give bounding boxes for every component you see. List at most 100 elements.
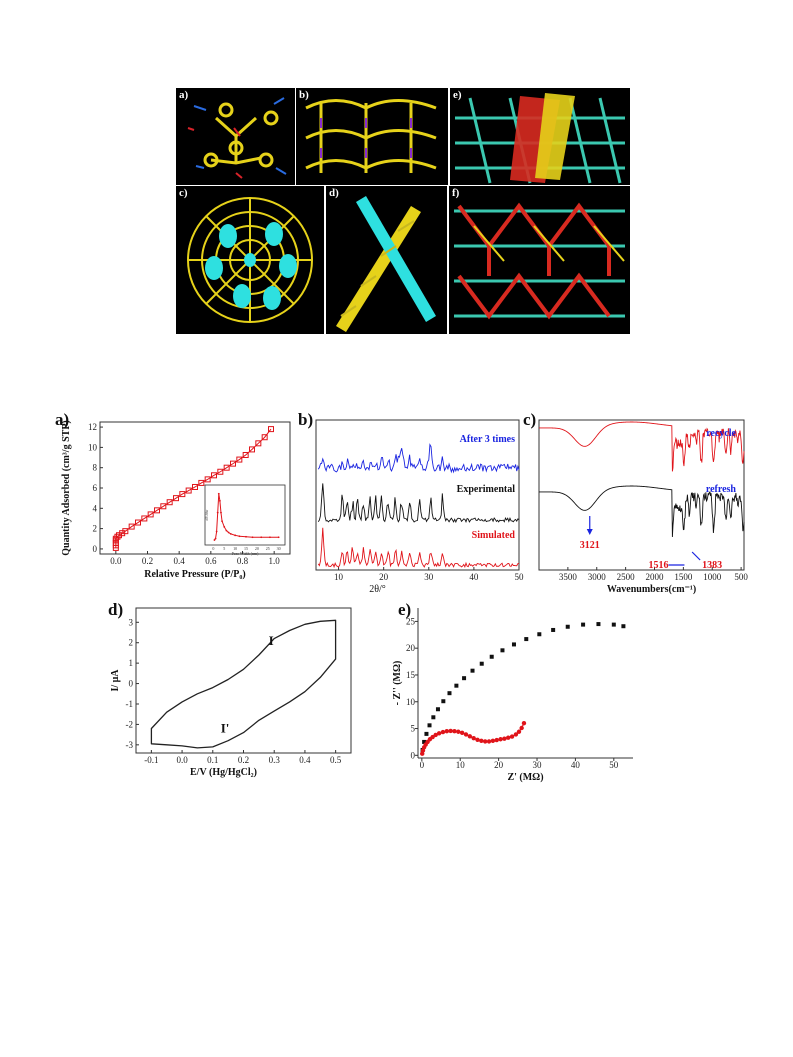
impedance-point [479, 661, 484, 666]
panel-label: c) [179, 187, 188, 199]
inset-tick-label: 5 [223, 546, 225, 551]
inset-point [225, 529, 228, 532]
impedance-point [471, 735, 476, 741]
panel-label: b) [299, 89, 309, 101]
inset-point [223, 525, 226, 528]
impedance-point [521, 720, 527, 726]
x-axis-title: Z' (MΩ) [507, 772, 543, 783]
data-point [179, 491, 186, 498]
impedance-point [436, 731, 442, 736]
impedance-point [422, 739, 427, 744]
x-tick-label: 0.5 [330, 755, 342, 765]
x-tick-label: 2000 [645, 572, 664, 582]
inset-point [260, 536, 263, 539]
panel-label: d) [108, 600, 124, 619]
x-tick-label: 10 [334, 572, 344, 582]
impedance-point [448, 728, 453, 734]
x-tick-label: 0 [420, 760, 425, 770]
impedance-point [424, 731, 429, 736]
y-tick-label: 12 [88, 422, 97, 432]
data-point [166, 499, 173, 506]
inset-frame [204, 484, 286, 546]
data-point [242, 452, 249, 458]
y-tick-label: 0 [129, 679, 134, 689]
impedance-point [486, 739, 492, 744]
y-tick-label: -1 [126, 699, 134, 709]
structure-panel-c: c) [176, 186, 324, 334]
x-tick-label: 40 [469, 572, 479, 582]
data-point [268, 426, 274, 433]
y-tick-label: 4 [93, 503, 98, 513]
panel-label: b) [298, 410, 314, 429]
inset-tick-label: 10 [233, 546, 237, 551]
x-tick-label: 20 [379, 572, 389, 582]
inset-point [216, 511, 219, 514]
impedance-point [479, 738, 484, 744]
x-tick-label: 0.4 [174, 556, 186, 566]
nyquist-plot: 0 10 20 30 40 50 0 5 10 15 20 25 Z' (MΩ) - Z'' (MΩ) [392, 608, 633, 783]
inset-point [214, 537, 217, 540]
data-point [261, 434, 268, 441]
plot-frame [538, 419, 745, 571]
impedance-point [511, 642, 516, 647]
inset-point [277, 536, 280, 539]
impedance-point [490, 738, 496, 744]
x-tick-label: 0.3 [269, 755, 281, 765]
chart-panel-b: b) 10 20 30 40 50 2θ/° After 3 times Experiment… [298, 410, 524, 595]
data-point [204, 476, 211, 483]
y-tick-label: 20 [406, 643, 416, 653]
impedance-point [513, 732, 519, 737]
x-tick-label: 20 [494, 760, 504, 770]
y-axis-title: Quantity Adsorbed (cm³/g STP) [61, 420, 72, 556]
impedance-point [489, 654, 494, 659]
impedance-point [502, 736, 507, 741]
spectrum-line-recycle [538, 421, 745, 472]
series-label: Simulated [472, 530, 516, 541]
series-label: refresh [706, 484, 737, 495]
series-label: After 3 times [460, 434, 515, 445]
impedance-point [565, 624, 570, 629]
data-point [192, 483, 198, 490]
x-axis-title: Wavenumbers(cm⁻¹) [607, 584, 696, 595]
impedance-point [516, 729, 522, 734]
inset-point [229, 533, 232, 535]
y-tick-label: -3 [126, 740, 134, 750]
cv-plot: -0.1 0.0 0.1 0.2 0.3 0.4 0.5 -3 -2 -1 0 1 2 3 E/V (Hg/… [110, 607, 352, 778]
inset-point [213, 539, 216, 541]
x-tick-label: -0.1 [144, 755, 158, 765]
data-point [230, 460, 236, 467]
inset-point [220, 511, 222, 514]
panel-label: f) [452, 187, 460, 199]
framework-structure-image [454, 202, 625, 320]
data-point [173, 495, 179, 502]
x-tick-label: 10 [456, 760, 466, 770]
x-axis-title: 2θ/° [369, 584, 386, 595]
impedance-point [456, 729, 461, 734]
impedance-point [500, 648, 505, 653]
impedance-point [551, 627, 556, 632]
y-tick-label: 0 [93, 544, 98, 554]
x-tick-label: 0.6 [205, 556, 217, 566]
chart-panel-c: c) 3500 3000 2500 2000 1500 1000 500 Wavenumber… [523, 410, 748, 595]
y-axis-title: - Z'' (MΩ) [392, 661, 403, 706]
x-tick-label: 1.0 [269, 556, 281, 566]
panel-label: e) [453, 89, 462, 101]
annotation-label: 1516 [648, 560, 668, 571]
data-point [128, 523, 135, 530]
data-point [160, 503, 167, 510]
pattern-line-2 [317, 527, 520, 569]
panel-label: e) [398, 600, 412, 619]
inset-point [217, 492, 220, 495]
peak-label: I' [221, 721, 230, 736]
impedance-point [441, 699, 446, 704]
data-point [223, 464, 230, 471]
impedance-point [470, 668, 475, 673]
x-tick-label: 1000 [703, 572, 722, 582]
impedance-point [433, 732, 438, 738]
y-tick-label: 0 [411, 750, 416, 760]
data-point [185, 487, 192, 494]
cv-loop [150, 619, 337, 749]
ir-plot: 3500 3000 2500 2000 1500 1000 500 Wavenumbers(c… [538, 419, 748, 595]
inset-y-title: dV/dw [204, 509, 209, 520]
isotherm-plot: 0.0 0.2 0.4 0.6 0.8 1.0 0 2 4 6 8 10 12 Relative Pres… [61, 420, 291, 580]
